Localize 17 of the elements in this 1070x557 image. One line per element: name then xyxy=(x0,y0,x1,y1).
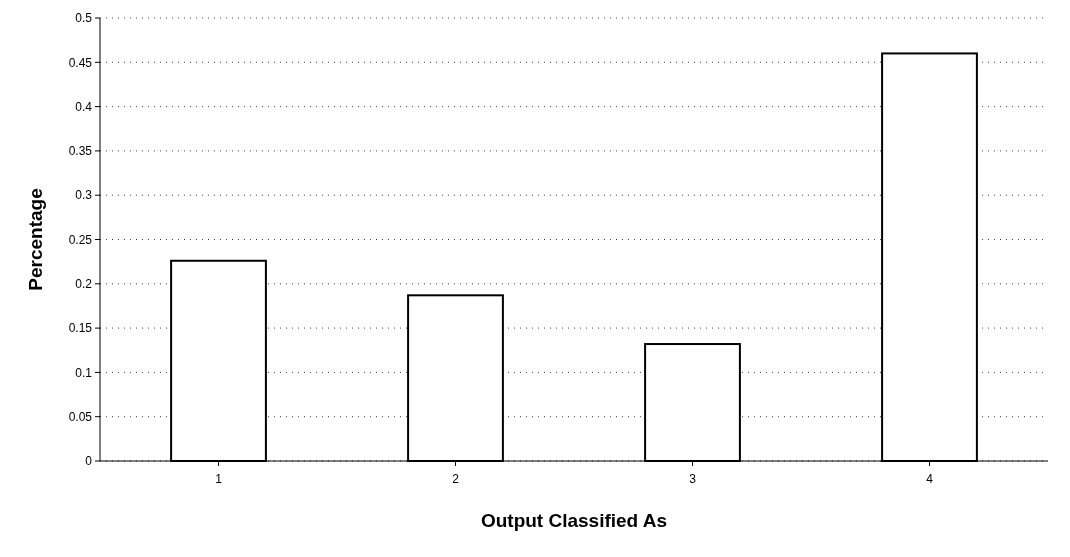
x-tick-label: 4 xyxy=(926,472,934,486)
y-tick-label: 0.35 xyxy=(68,144,93,159)
y-tick-label: 0.3 xyxy=(75,188,93,203)
y-tick-label: 0.25 xyxy=(68,232,93,247)
y-tick-label: 0 xyxy=(85,454,93,469)
y-tick-label: 0.05 xyxy=(68,409,93,424)
y-tick-label: 0.1 xyxy=(75,365,93,380)
y-tick-label: 0.15 xyxy=(68,321,93,336)
x-tick-label: 2 xyxy=(452,472,460,486)
y-tick-label: 0.5 xyxy=(75,11,93,26)
y-tick-label: 0.4 xyxy=(75,99,93,114)
y-axis-title: Percentage xyxy=(25,188,46,291)
x-tick-label: 3 xyxy=(689,472,697,486)
y-tick-label: 0.2 xyxy=(75,277,93,291)
x-tick-label: 1 xyxy=(215,472,223,486)
y-tick-label: 0.45 xyxy=(68,55,93,70)
x-axis-title: Output Classified As xyxy=(480,510,668,531)
